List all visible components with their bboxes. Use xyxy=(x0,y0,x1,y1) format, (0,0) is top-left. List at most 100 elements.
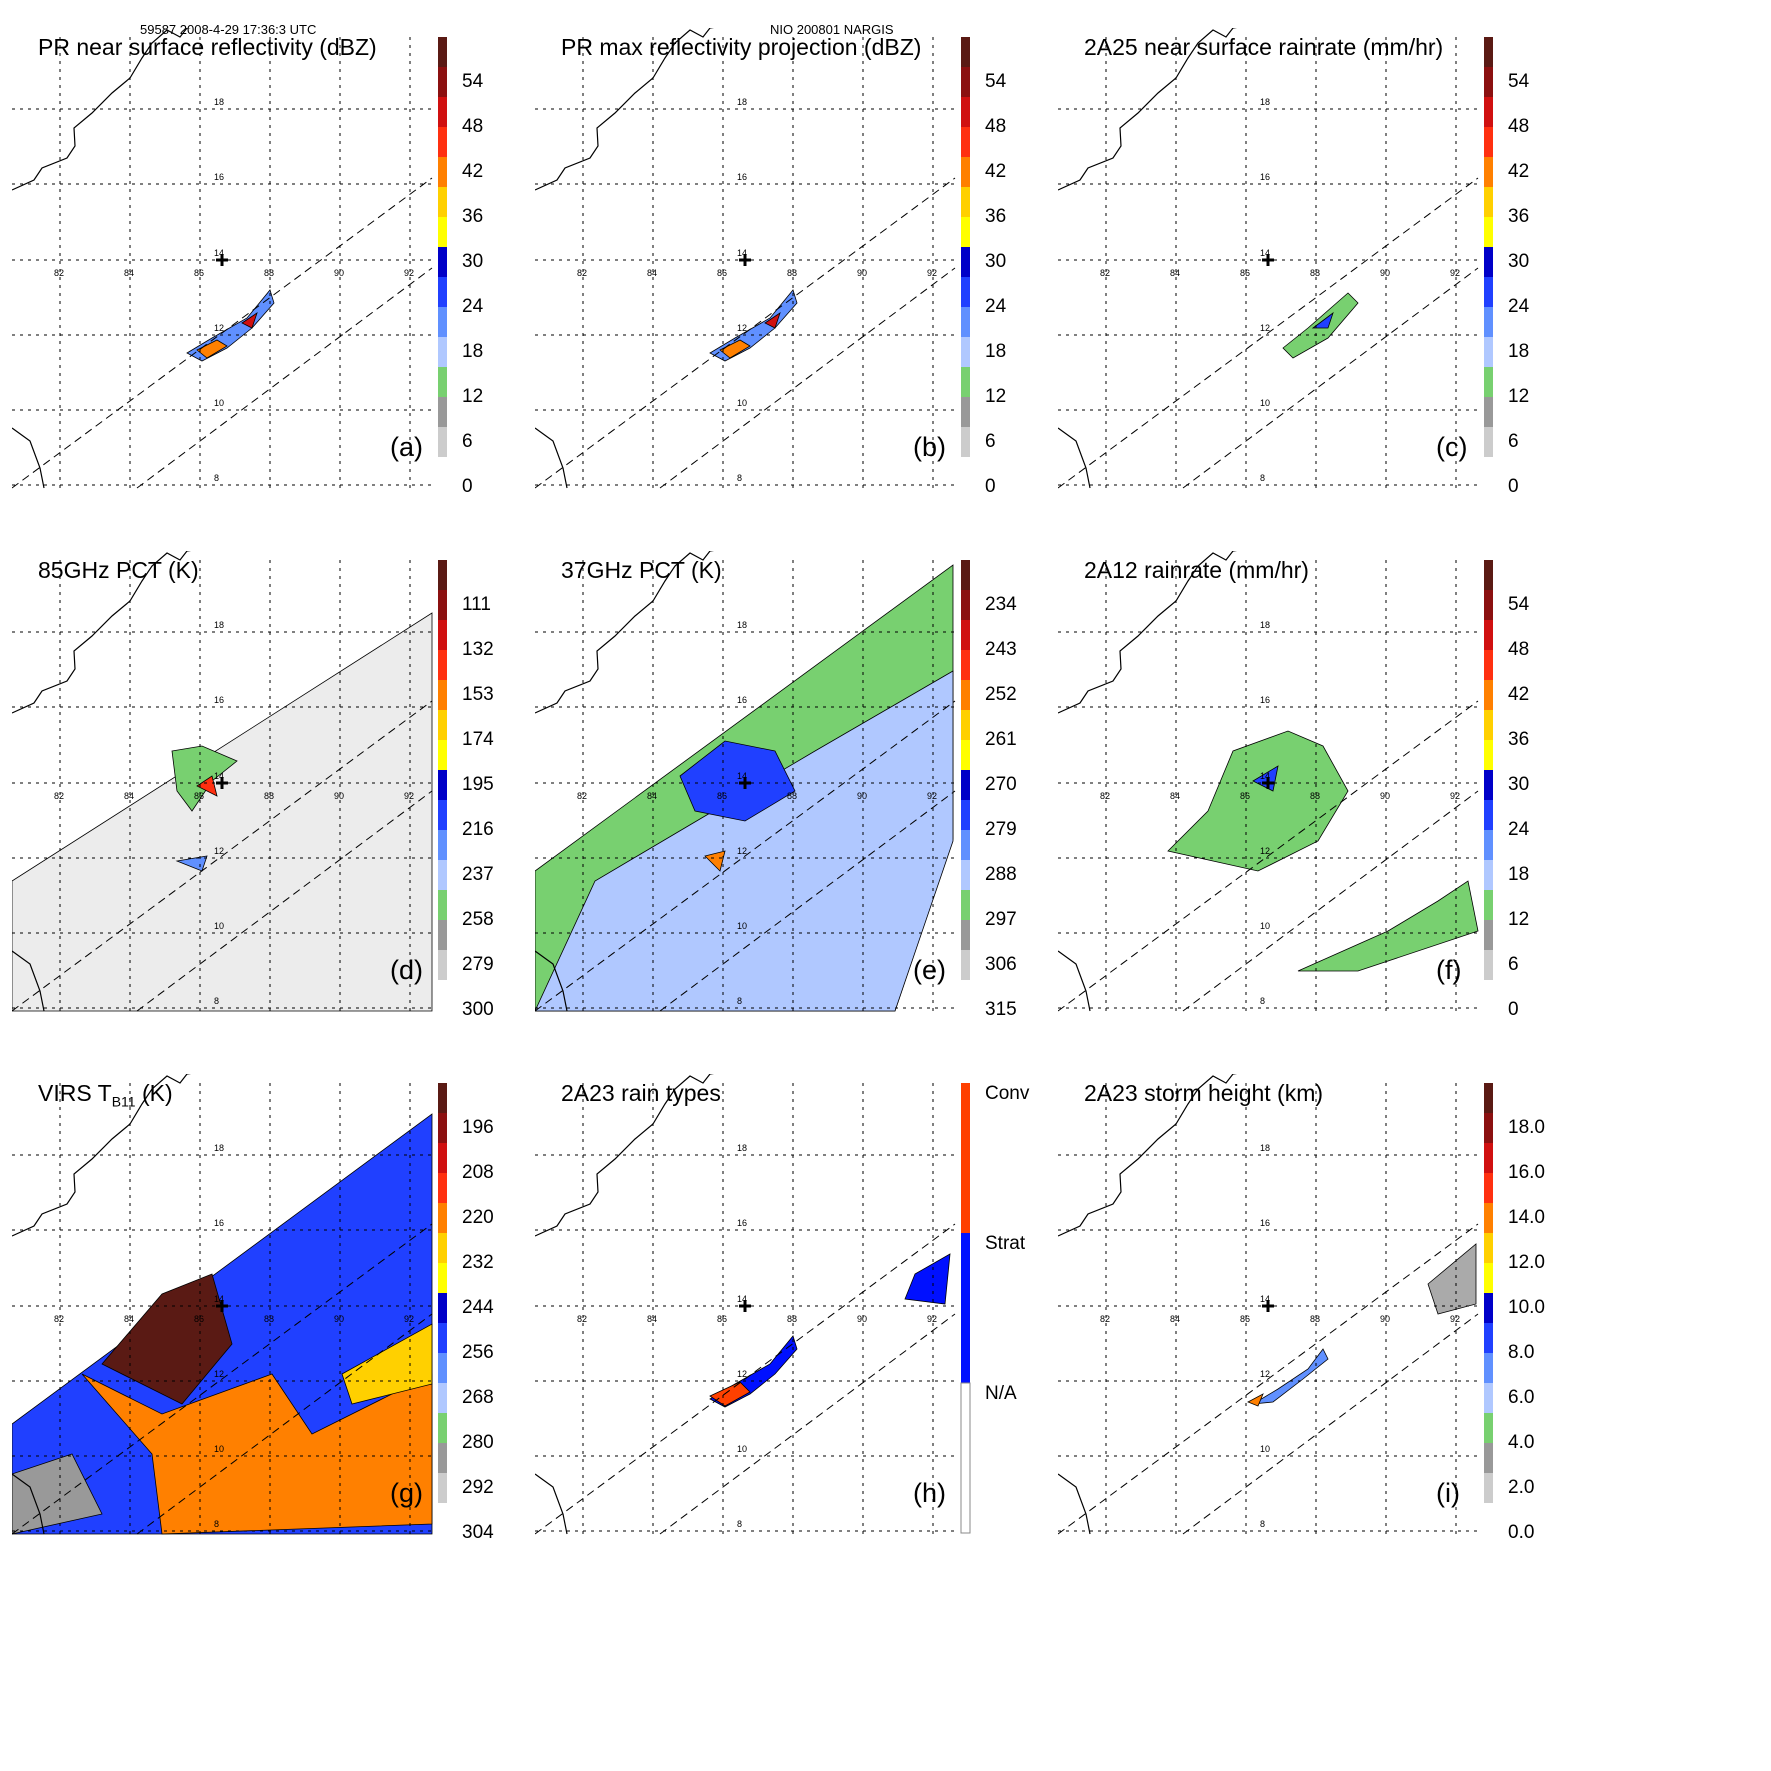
colorbar-segment xyxy=(438,37,447,68)
colorbar-segment xyxy=(1484,950,1493,981)
colorbar-segment xyxy=(1484,1323,1493,1354)
colorbar-tick: 24 xyxy=(1508,296,1530,317)
storm-center-icon xyxy=(1262,777,1274,789)
data-region xyxy=(1311,311,1334,329)
panel-title-text: 2A23 rain types xyxy=(561,1080,721,1106)
storm-center-icon xyxy=(739,1300,751,1312)
colorbar-segment xyxy=(1484,770,1493,801)
storm-center-icon xyxy=(739,777,751,789)
lon-label: 86 xyxy=(1240,1314,1250,1324)
coastline xyxy=(1058,427,1091,489)
colorbar xyxy=(438,37,447,488)
lat-label: 8 xyxy=(737,996,742,1006)
colorbar-segment xyxy=(438,1443,447,1474)
colorbar-tick: 208 xyxy=(462,1162,494,1183)
lon-label: 92 xyxy=(404,1314,414,1324)
colorbar-tick: 279 xyxy=(462,954,494,975)
swath-edge xyxy=(136,267,433,489)
panel-f: 18 16 14 12 10 8 82 84 86 88 90 92 54 48 42 36 30 24 18 12 6… xyxy=(1058,551,1578,1031)
colorbar-segment xyxy=(961,860,970,891)
lon-label: 86 xyxy=(717,791,727,801)
lat-label: 12 xyxy=(737,323,747,333)
coastline xyxy=(12,28,192,191)
lon-label: 84 xyxy=(647,1314,657,1324)
colorbar-segment xyxy=(438,397,447,428)
lat-label: 8 xyxy=(1260,1519,1265,1529)
lon-label: 82 xyxy=(1100,268,1110,278)
lon-label: 82 xyxy=(54,1314,64,1324)
colorbar-segment xyxy=(438,1143,447,1174)
map-area: 18 16 14 12 10 8 82 84 86 88 90 92 xyxy=(535,28,956,489)
colorbar-tick: 12.0 xyxy=(1508,1252,1545,1273)
lat-label: 14 xyxy=(214,771,224,781)
swath-edge xyxy=(535,700,956,1012)
lat-label: 18 xyxy=(1260,620,1270,630)
colorbar-segment xyxy=(961,890,970,921)
lat-label: 8 xyxy=(737,1519,742,1529)
lat-label: 16 xyxy=(737,172,747,182)
colorbar-tick: 270 xyxy=(985,774,1017,795)
map-area: 18 16 14 12 10 8 82 84 86 88 90 92 xyxy=(535,551,956,1012)
panel-title-text: PR near surface reflectivity (dBZ) xyxy=(38,34,377,60)
colorbar-segment xyxy=(1484,397,1493,428)
lat-label: 18 xyxy=(737,97,747,107)
colorbar-segment xyxy=(1484,187,1493,218)
map-area: 18 16 14 12 10 8 82 84 86 88 90 92 xyxy=(535,1074,956,1535)
colorbar-segment xyxy=(438,830,447,861)
colorbar-tick: 243 xyxy=(985,639,1017,660)
colorbar-segment xyxy=(1484,457,1493,488)
swath-edge xyxy=(136,790,433,1012)
colorbar-tick: 280 xyxy=(462,1432,494,1453)
colorbar-tick: 279 xyxy=(985,819,1017,840)
lon-label: 88 xyxy=(787,1314,797,1324)
colorbar-segment xyxy=(961,1233,970,1383)
swath-edge xyxy=(659,267,956,489)
colorbar-segment xyxy=(1484,650,1493,681)
colorbar-segment xyxy=(961,1083,970,1233)
colorbar-segment xyxy=(438,247,447,278)
colorbar-segment xyxy=(438,770,447,801)
lat-label: 16 xyxy=(214,1218,224,1228)
panel-title-text: 2A12 rainrate (mm/hr) xyxy=(1084,557,1309,583)
colorbar-segment xyxy=(1484,427,1493,458)
swath-edge xyxy=(535,177,956,489)
panel-d: 18 16 14 12 10 8 82 84 86 88 90 92 111 132 153 174 195 21… xyxy=(12,551,532,1031)
storm-center-icon xyxy=(1262,1300,1274,1312)
colorbar-segment xyxy=(438,367,447,398)
data-region xyxy=(764,312,781,329)
colorbar-segment xyxy=(438,1503,447,1534)
lat-label: 16 xyxy=(1260,695,1270,705)
map-5: 18 16 14 12 10 8 82 84 86 88 90 92 xyxy=(1058,551,1493,1012)
colorbar-segment xyxy=(1484,980,1493,1011)
map-area: 18 16 14 12 10 8 82 84 86 88 90 92 xyxy=(1058,28,1479,489)
map-4: 18 16 14 12 10 8 82 84 86 88 90 92 xyxy=(535,551,970,1012)
colorbar-tick: 30 xyxy=(1508,774,1530,795)
colorbar-segment xyxy=(1484,890,1493,921)
colorbar xyxy=(1484,37,1493,488)
panel-c: 18 16 14 12 10 8 82 84 86 88 90 92 54 48 42 36 30 24 18 12 6… xyxy=(1058,28,1578,508)
colorbar-segment xyxy=(1484,1293,1493,1324)
lon-label: 88 xyxy=(1310,791,1320,801)
lat-label: 16 xyxy=(737,1218,747,1228)
lon-label: 82 xyxy=(577,791,587,801)
lon-label: 86 xyxy=(717,268,727,278)
swath-edge xyxy=(12,1223,433,1535)
lon-label: 82 xyxy=(577,1314,587,1324)
panel-h: 18 16 14 12 10 8 82 84 86 88 90 92 Conv Strat N/A 2A23 … xyxy=(535,1074,1055,1554)
coastline xyxy=(12,551,192,714)
colorbar xyxy=(961,37,970,488)
colorbar-segment xyxy=(438,680,447,711)
panel-letter: (f) xyxy=(1436,955,1462,985)
lon-label: 86 xyxy=(717,1314,727,1324)
panel-title: VIRS TB11 (K) xyxy=(38,1080,173,1110)
swath-edge xyxy=(1058,700,1479,1012)
colorbar-segment xyxy=(1484,860,1493,891)
colorbar-segment xyxy=(438,457,447,488)
colorbar-segment xyxy=(961,277,970,308)
data-region xyxy=(1297,880,1479,972)
lat-label: 18 xyxy=(214,1143,224,1153)
colorbar-segment xyxy=(438,97,447,128)
data-region xyxy=(196,775,218,797)
colorbar-tick: 18.0 xyxy=(1508,1117,1545,1138)
panel-title: PR near surface reflectivity (dBZ) xyxy=(38,34,377,61)
